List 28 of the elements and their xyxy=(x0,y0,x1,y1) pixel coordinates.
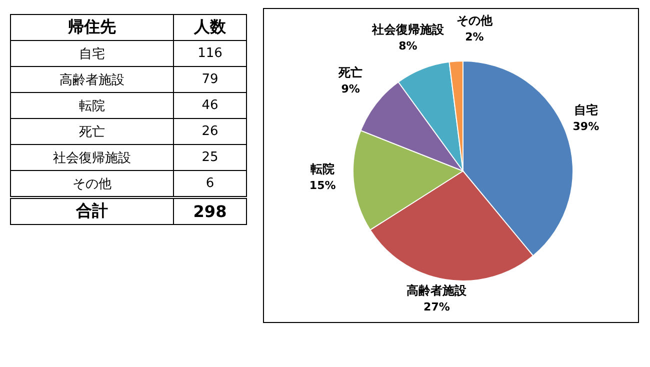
slice-label: 転院 xyxy=(310,162,335,176)
slice-label: 自宅 xyxy=(574,102,598,117)
slice-label: 死亡 xyxy=(338,66,363,80)
category-label: 社会復帰施設 xyxy=(10,144,174,170)
text: 人数 xyxy=(174,14,246,40)
category-label: 転院 xyxy=(10,92,174,118)
data-label: 79 xyxy=(174,66,246,92)
data-label: 25 xyxy=(174,144,246,170)
category-label: 高齢者施設 xyxy=(10,66,174,92)
category-label: 死亡 xyxy=(10,118,174,144)
data-label: 116 xyxy=(174,40,246,66)
category-label: 自宅 xyxy=(10,40,174,66)
slice-label: 社会復帰施設 xyxy=(370,22,445,37)
slice-label: その他 xyxy=(456,13,494,28)
text: 298 xyxy=(193,202,227,221)
data-label: 27% xyxy=(424,300,450,314)
slice-label: 高齢者施設 xyxy=(406,283,468,298)
data-label: 2% xyxy=(465,30,484,44)
text: 帰住先 xyxy=(10,14,174,40)
data-label: 8% xyxy=(398,40,418,53)
data-label: 9% xyxy=(341,82,360,96)
data-label: 6 xyxy=(174,170,246,198)
data-label: 15% xyxy=(309,178,336,192)
data-label: 26 xyxy=(174,118,246,144)
data-label: 46 xyxy=(174,92,246,118)
text: 合計 xyxy=(10,198,174,224)
data-label: 39% xyxy=(572,120,600,133)
category-label: その他 xyxy=(10,170,174,198)
